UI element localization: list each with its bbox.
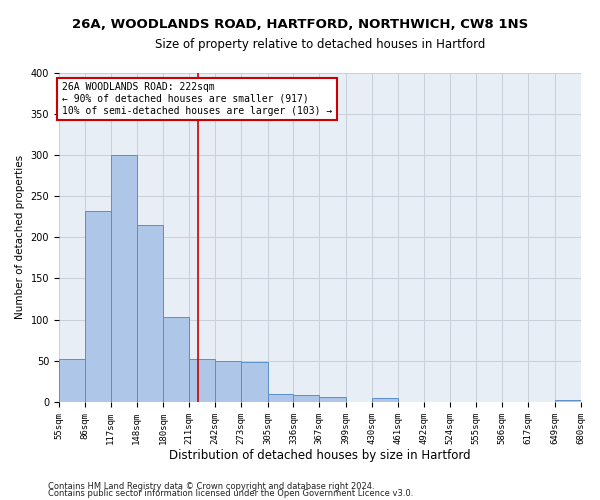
Text: Contains HM Land Registry data © Crown copyright and database right 2024.: Contains HM Land Registry data © Crown c… <box>48 482 374 491</box>
Bar <box>372 398 398 402</box>
Title: Size of property relative to detached houses in Hartford: Size of property relative to detached ho… <box>155 38 485 51</box>
Bar <box>241 362 268 402</box>
Bar <box>319 397 346 402</box>
Bar <box>189 359 215 402</box>
Text: 26A, WOODLANDS ROAD, HARTFORD, NORTHWICH, CW8 1NS: 26A, WOODLANDS ROAD, HARTFORD, NORTHWICH… <box>72 18 528 30</box>
Text: 26A WOODLANDS ROAD: 222sqm
← 90% of detached houses are smaller (917)
10% of sem: 26A WOODLANDS ROAD: 222sqm ← 90% of deta… <box>62 82 332 116</box>
X-axis label: Distribution of detached houses by size in Hartford: Distribution of detached houses by size … <box>169 450 470 462</box>
Bar <box>85 211 110 402</box>
Bar <box>59 359 85 402</box>
Text: Contains public sector information licensed under the Open Government Licence v3: Contains public sector information licen… <box>48 489 413 498</box>
Bar <box>554 400 581 402</box>
Bar <box>215 361 241 402</box>
Bar <box>137 225 163 402</box>
Bar <box>110 155 137 402</box>
Bar <box>293 394 319 402</box>
Bar <box>163 317 189 402</box>
Bar <box>268 394 293 402</box>
Y-axis label: Number of detached properties: Number of detached properties <box>15 155 25 320</box>
